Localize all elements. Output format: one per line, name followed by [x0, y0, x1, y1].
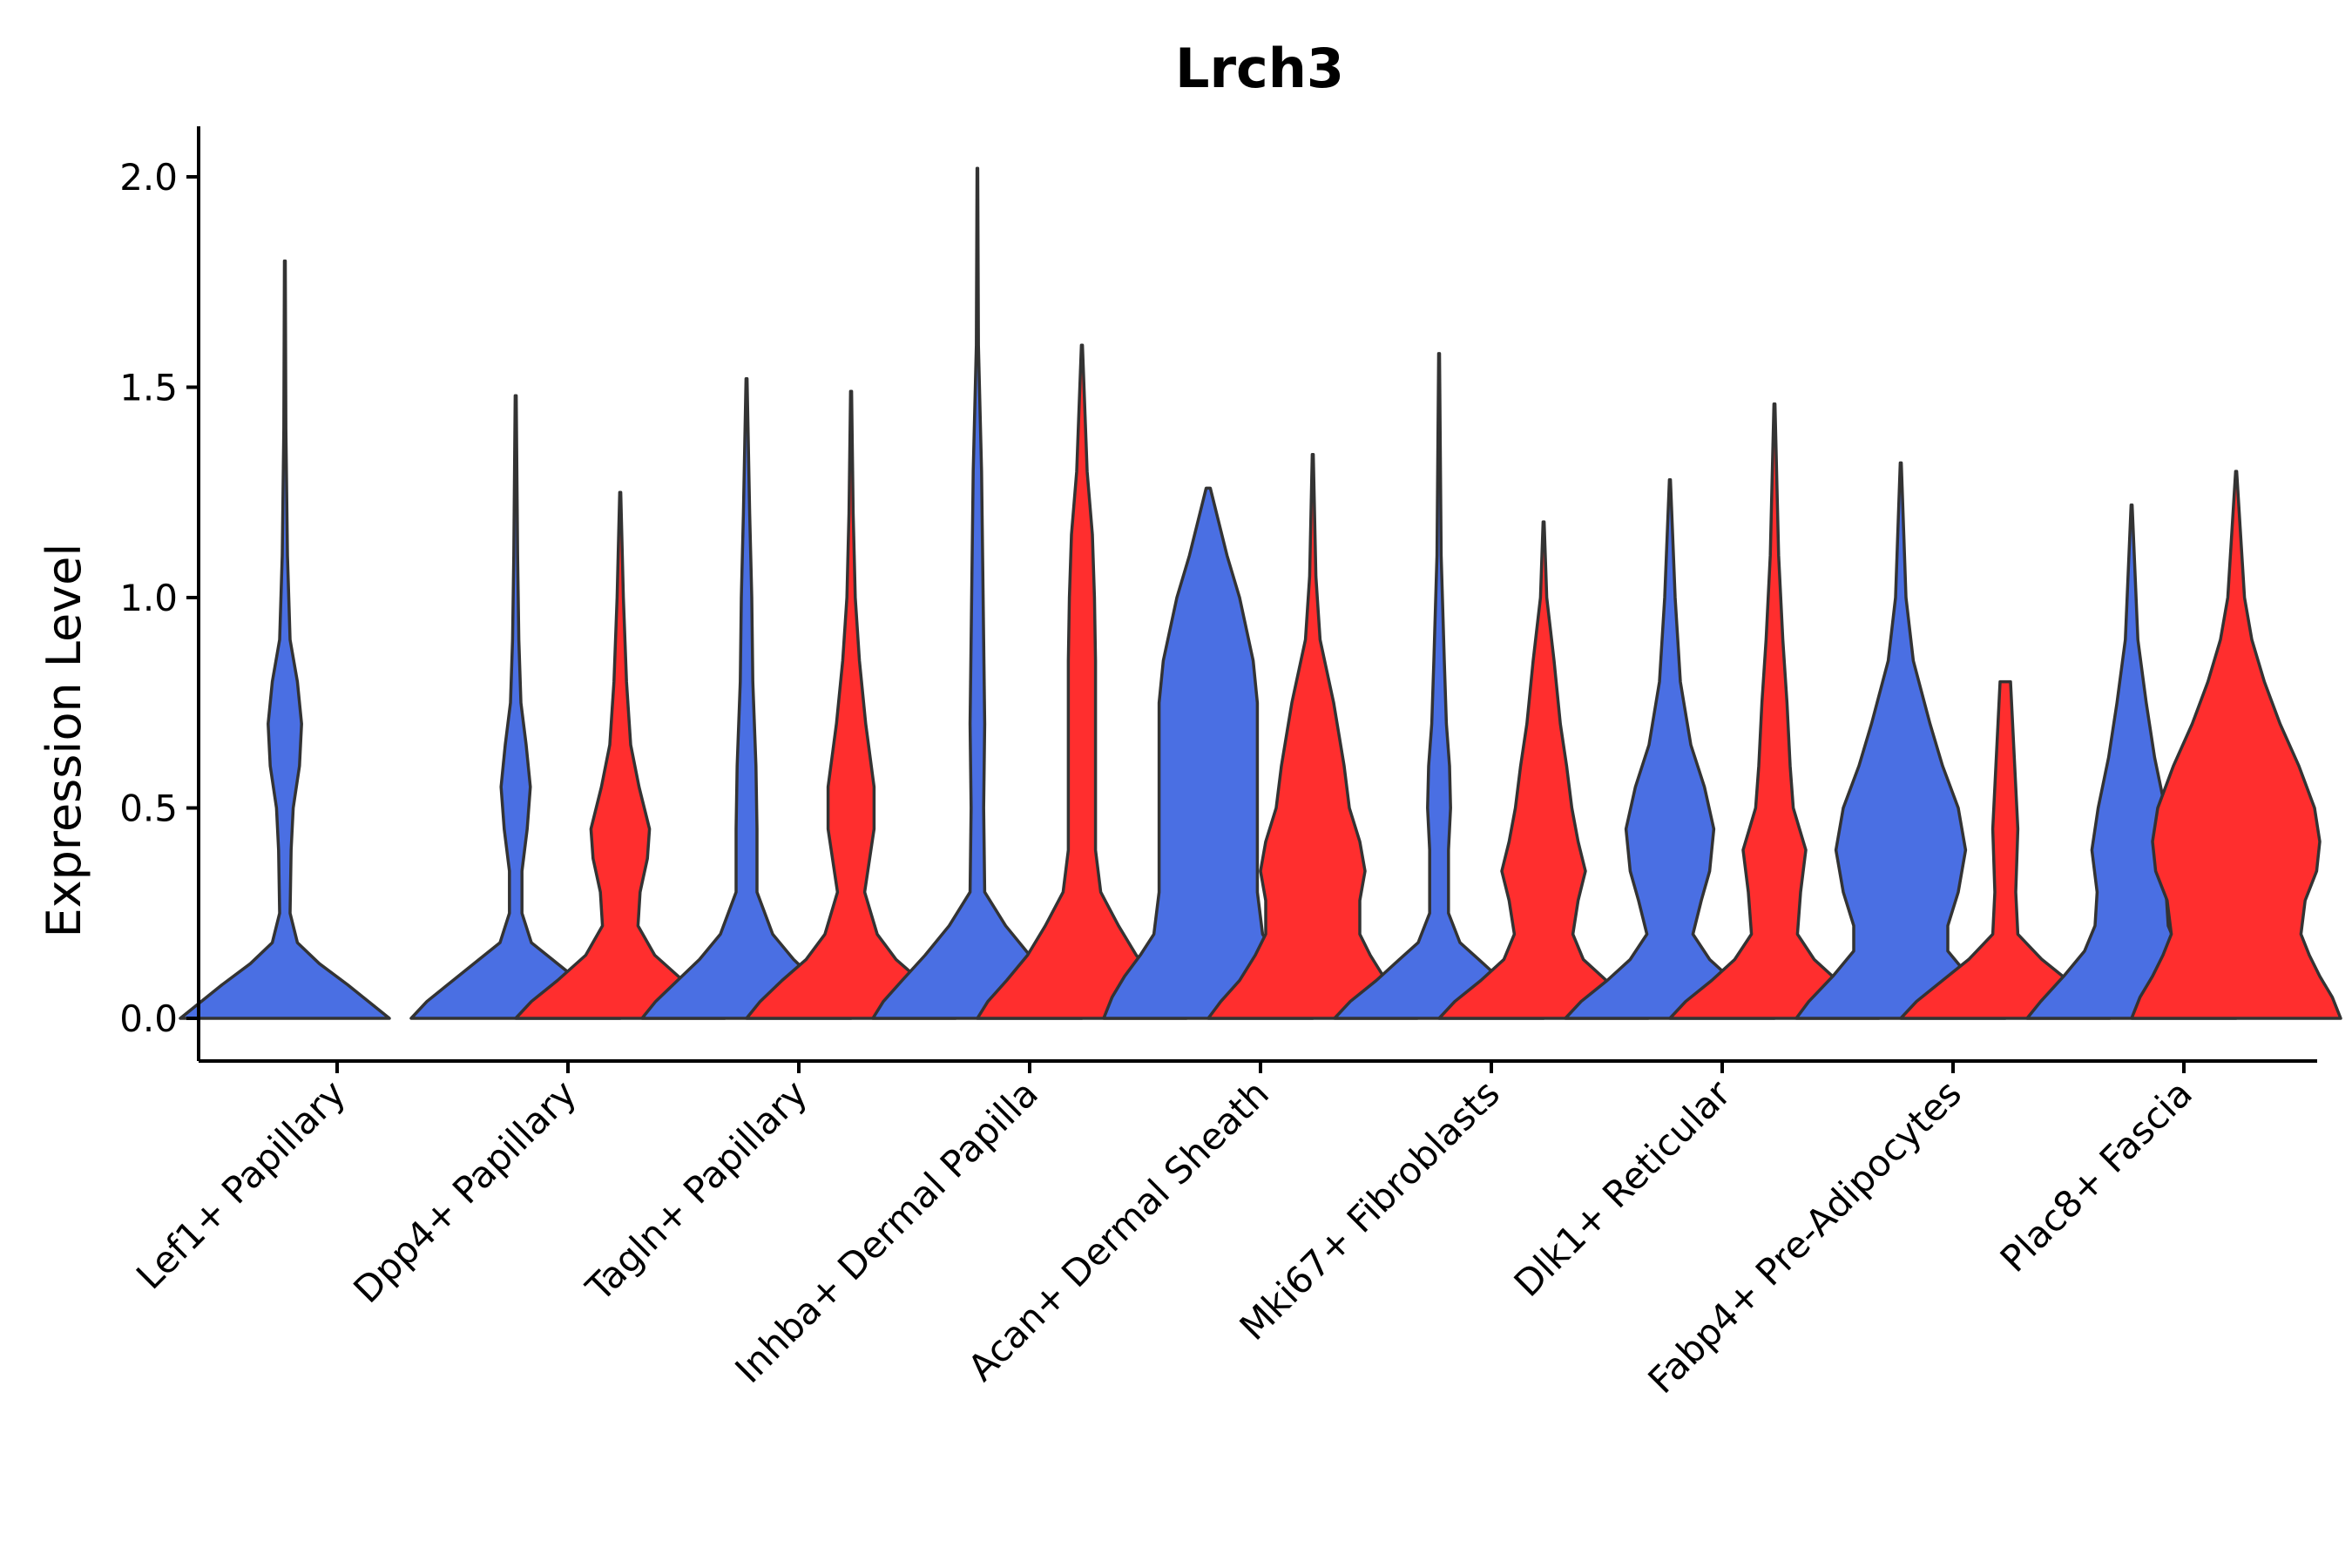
- chart-title: Lrch3: [1175, 37, 1344, 100]
- x-tick-label: Tagln+ Papillary: [578, 1071, 815, 1309]
- violin-5-group_b: [1437, 520, 1650, 1020]
- violin-3-group_a: [871, 166, 1084, 1020]
- violin-2-group_a: [640, 377, 853, 1020]
- x-tick-label: Dpp4+ Papillary: [345, 1071, 585, 1311]
- violin-4-group_a: [1102, 486, 1315, 1020]
- violin-5-group_a: [1333, 352, 1545, 1020]
- violin-6-group_b: [1668, 402, 1881, 1020]
- violin-1-group_b: [514, 490, 727, 1020]
- violin-7-group_a: [1794, 461, 2007, 1020]
- x-tick-label: Lef1+ Papillary: [128, 1071, 354, 1297]
- violin-4-group_b: [1206, 453, 1419, 1020]
- violin-6-group_a: [1564, 478, 1776, 1020]
- y-axis-label: Expression Level: [37, 544, 91, 938]
- violin-8-group_a: [2025, 503, 2238, 1020]
- violin-7-group_b: [1899, 679, 2112, 1020]
- violin-1-group_a: [409, 394, 622, 1020]
- violin-3-group_b: [976, 343, 1188, 1020]
- y-tick-label: 2.0: [119, 156, 178, 199]
- x-tick-label: Dlk1+ Reticular: [1506, 1071, 1740, 1305]
- violin-8-group_b: [2130, 470, 2342, 1020]
- y-tick-label: 1.0: [119, 577, 178, 619]
- x-tick-label: Plac8+ Fascia: [1992, 1071, 2200, 1280]
- violin-0-group_a: [179, 259, 391, 1020]
- violins-layer: [179, 166, 2342, 1020]
- x-tick-label: Mki67+ Fibroblasts: [1232, 1071, 1508, 1348]
- y-tick-label: 1.5: [119, 367, 178, 409]
- y-tick-label: 0.0: [119, 997, 178, 1040]
- y-tick-label: 0.5: [119, 787, 178, 830]
- violin-2-group_b: [745, 389, 957, 1020]
